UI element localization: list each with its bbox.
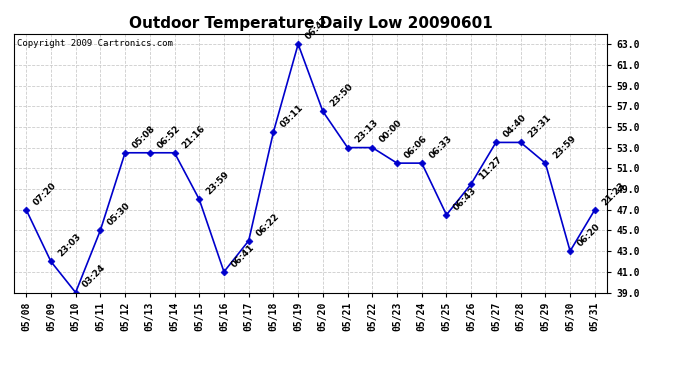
Text: 06:43: 06:43 xyxy=(452,186,479,212)
Text: Copyright 2009 Cartronics.com: Copyright 2009 Cartronics.com xyxy=(17,39,172,48)
Text: 21:23: 21:23 xyxy=(600,180,627,207)
Text: 07:20: 07:20 xyxy=(32,180,58,207)
Text: 06:41: 06:41 xyxy=(230,242,256,269)
Text: 06:33: 06:33 xyxy=(427,134,454,160)
Text: 06:47: 06:47 xyxy=(304,15,331,41)
Text: 00:00: 00:00 xyxy=(378,118,404,145)
Text: 23:03: 23:03 xyxy=(57,232,83,259)
Text: 06:52: 06:52 xyxy=(155,123,182,150)
Text: 23:59: 23:59 xyxy=(205,170,231,196)
Text: 05:08: 05:08 xyxy=(130,124,157,150)
Text: 23:31: 23:31 xyxy=(526,113,553,140)
Text: 06:06: 06:06 xyxy=(402,134,429,160)
Text: 06:20: 06:20 xyxy=(575,222,602,248)
Title: Outdoor Temperature Daily Low 20090601: Outdoor Temperature Daily Low 20090601 xyxy=(128,16,493,31)
Text: 23:59: 23:59 xyxy=(551,134,578,160)
Text: 06:22: 06:22 xyxy=(254,211,281,238)
Text: 23:50: 23:50 xyxy=(328,82,355,109)
Text: 23:13: 23:13 xyxy=(353,118,380,145)
Text: 11:27: 11:27 xyxy=(477,154,504,181)
Text: 21:16: 21:16 xyxy=(180,123,207,150)
Text: 03:24: 03:24 xyxy=(81,263,108,290)
Text: 05:30: 05:30 xyxy=(106,201,132,228)
Text: 04:40: 04:40 xyxy=(502,113,528,140)
Text: 03:11: 03:11 xyxy=(279,103,306,129)
